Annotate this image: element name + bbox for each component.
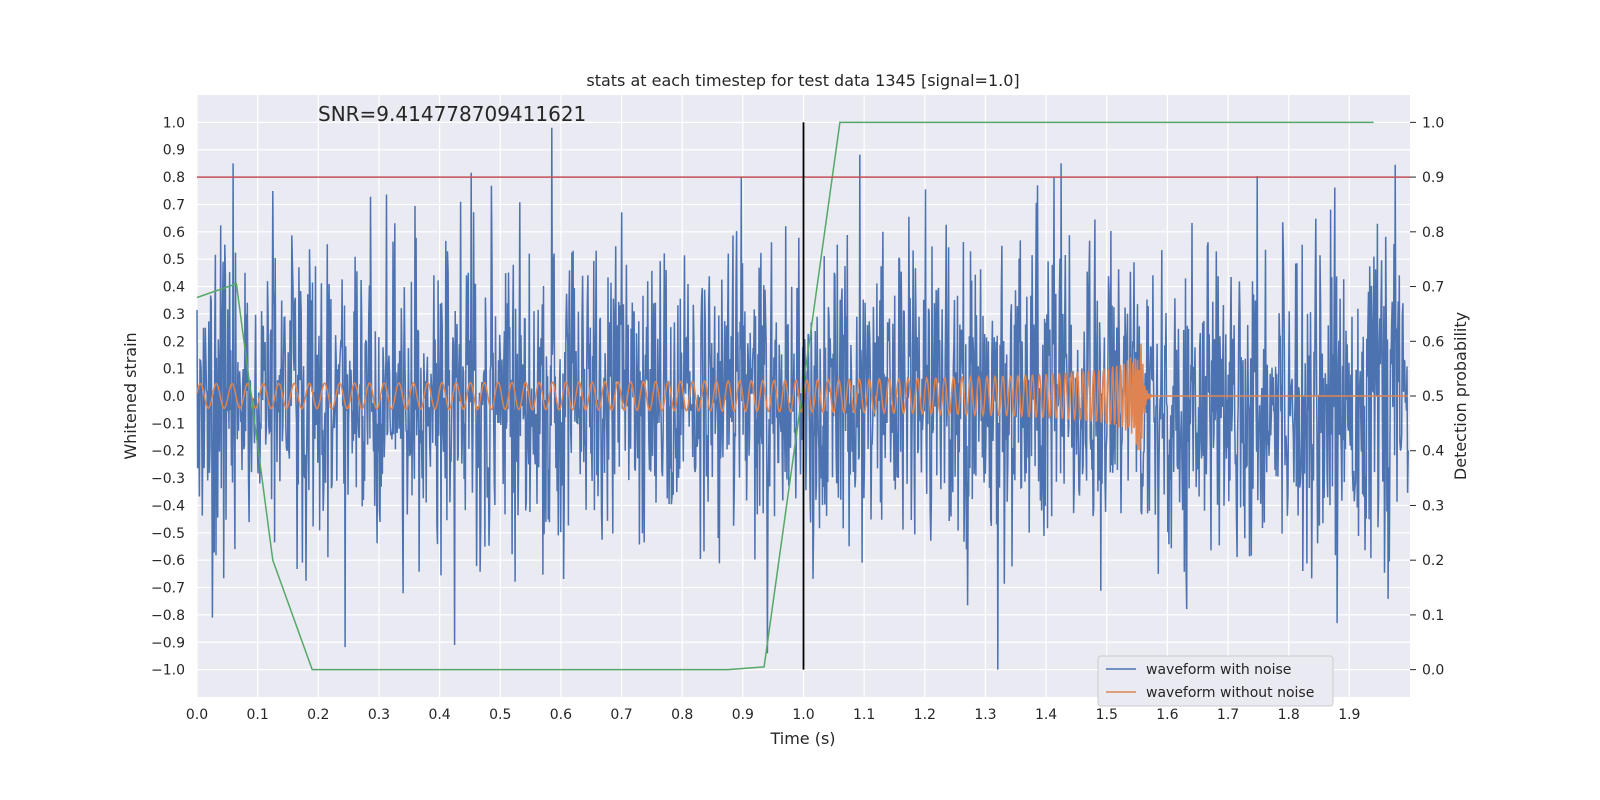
y-left-tick-label: −0.5 bbox=[151, 526, 185, 542]
y-right-tick-label: 0.2 bbox=[1422, 553, 1444, 569]
y-axis-right: 1.0 0.9 0.8 0.7 0.6 0.5 0.4 0.3 0.2 0.1 0.0 bbox=[1410, 115, 1444, 679]
y-right-tick-label: 0.1 bbox=[1422, 608, 1444, 624]
y-left-tick-label: −0.1 bbox=[151, 416, 185, 432]
y-left-tick-label: 0.9 bbox=[163, 143, 185, 159]
y-right-tick-label: 0.5 bbox=[1422, 389, 1444, 405]
x-tick-label: 0.6 bbox=[550, 707, 572, 723]
y-left-tick-label: −0.7 bbox=[151, 581, 185, 597]
x-tick-label: 1.8 bbox=[1278, 707, 1300, 723]
legend: waveform with noise waveform without noi… bbox=[1097, 655, 1334, 707]
x-tick-label: 1.1 bbox=[853, 707, 875, 723]
x-tick-label: 0.2 bbox=[307, 707, 329, 723]
legend-label-noise: waveform with noise bbox=[1146, 662, 1291, 678]
y-left-tick-label: 0.6 bbox=[163, 225, 185, 241]
y-right-tick-label: 1.0 bbox=[1422, 115, 1444, 131]
x-tick-label: 1.6 bbox=[1156, 707, 1178, 723]
x-tick-label: 1.0 bbox=[792, 707, 814, 723]
y-right-tick-label: 0.0 bbox=[1422, 663, 1444, 679]
x-tick-label: 0.7 bbox=[610, 707, 632, 723]
y-left-tick-label: 0.8 bbox=[163, 170, 185, 186]
y-left-tick-label: 0.2 bbox=[163, 334, 185, 350]
x-tick-label: 0.0 bbox=[186, 707, 208, 723]
y-axis-left-title: Whitened strain bbox=[121, 332, 140, 459]
series-layer bbox=[196, 121, 1410, 671]
y-axis-left: 1.0 0.9 0.8 0.7 0.6 0.5 0.4 0.3 0.2 0.1 0.0 −0.1 −0.… bbox=[151, 115, 185, 678]
x-tick-label: 1.3 bbox=[974, 707, 996, 723]
chart-title: stats at each timestep for test data 134… bbox=[586, 71, 1019, 90]
x-tick-label: 0.1 bbox=[247, 707, 269, 723]
x-tick-label: 1.7 bbox=[1217, 707, 1239, 723]
y-left-tick-label: −0.3 bbox=[151, 471, 185, 487]
y-left-tick-label: −0.6 bbox=[151, 553, 185, 569]
y-left-tick-label: 0.7 bbox=[163, 197, 185, 213]
y-right-tick-label: 0.7 bbox=[1422, 280, 1444, 296]
x-tick-label: 0.8 bbox=[671, 707, 693, 723]
y-left-tick-label: −0.4 bbox=[151, 498, 185, 514]
snr-annotation: SNR=9.414778709411621 bbox=[318, 102, 586, 126]
x-tick-label: 0.5 bbox=[489, 707, 511, 723]
y-right-tick-label: 0.6 bbox=[1422, 334, 1444, 350]
y-left-tick-label: −0.2 bbox=[151, 444, 185, 460]
legend-label-clean: waveform without noise bbox=[1146, 685, 1314, 701]
y-left-tick-label: −0.9 bbox=[151, 635, 185, 651]
x-tick-label: 1.9 bbox=[1338, 707, 1360, 723]
x-tick-label: 0.3 bbox=[368, 707, 390, 723]
y-left-tick-label: 1.0 bbox=[163, 115, 185, 131]
y-left-tick-label: 0.0 bbox=[163, 389, 185, 405]
x-axis: 0.0 0.1 0.2 0.3 0.4 0.5 0.6 0.7 0.8 0.9 1.0 1.1 1.2 1… bbox=[186, 707, 1361, 723]
y-right-tick-label: 0.8 bbox=[1422, 225, 1444, 241]
x-tick-label: 0.9 bbox=[732, 707, 754, 723]
x-tick-label: 0.4 bbox=[428, 707, 450, 723]
series-detection-probability bbox=[196, 121, 1374, 671]
y-left-tick-label: −1.0 bbox=[151, 663, 185, 679]
legend-box bbox=[1097, 655, 1334, 707]
y-left-tick-label: 0.3 bbox=[163, 307, 185, 323]
y-right-tick-label: 0.4 bbox=[1422, 444, 1444, 460]
y-left-tick-label: 0.4 bbox=[163, 280, 185, 296]
y-left-tick-label: 0.1 bbox=[163, 362, 185, 378]
x-tick-label: 1.5 bbox=[1096, 707, 1118, 723]
x-axis-title: Time (s) bbox=[769, 729, 835, 748]
x-tick-label: 1.2 bbox=[914, 707, 936, 723]
y-axis-right-title: Detection probability bbox=[1451, 312, 1470, 480]
y-left-tick-label: −0.8 bbox=[151, 608, 185, 624]
y-left-tick-label: 0.5 bbox=[163, 252, 185, 268]
y-right-tick-label: 0.3 bbox=[1422, 498, 1444, 514]
y-right-tick-label: 0.9 bbox=[1422, 170, 1444, 186]
x-tick-label: 1.4 bbox=[1035, 707, 1057, 723]
